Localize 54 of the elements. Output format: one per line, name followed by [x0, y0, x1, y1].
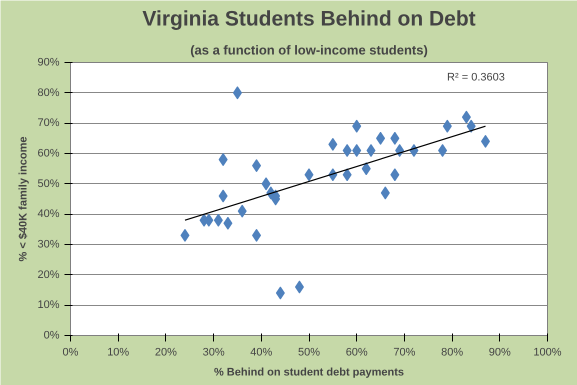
point: [328, 138, 338, 151]
y-tick-label: 80%: [37, 86, 60, 99]
point: [180, 228, 190, 242]
point: [376, 132, 386, 145]
y-tick-label: 20%: [37, 268, 60, 281]
point: [252, 159, 262, 172]
x-tick-label: 20%: [154, 346, 178, 358]
point: [276, 286, 285, 300]
x-tick-label: 60%: [346, 346, 368, 358]
point: [480, 134, 490, 148]
point: [466, 120, 476, 133]
point: [438, 144, 448, 157]
y-tick-label: 60%: [37, 148, 60, 160]
point: [462, 110, 471, 124]
point: [366, 144, 376, 157]
chart-subtitle: (as a function of low-income students): [190, 42, 428, 58]
x-tick-label: 30%: [202, 346, 225, 358]
point: [352, 120, 362, 133]
point: [342, 144, 352, 157]
point: [380, 186, 390, 200]
y-axis-title: % < $40K family income: [17, 136, 30, 262]
point: [442, 120, 452, 133]
y-tick-label: 30%: [37, 238, 60, 250]
y-tick-label: 10%: [37, 299, 60, 312]
point: [390, 168, 400, 182]
point: [252, 228, 262, 242]
point: [352, 144, 362, 157]
x-tick-label: 100%: [533, 346, 562, 358]
x-tick-label: 80%: [441, 346, 464, 358]
y-tick-label: 90%: [37, 56, 60, 68]
y-tick-label: 40%: [37, 208, 60, 220]
x-tick-label: 40%: [250, 346, 273, 358]
point: [218, 153, 228, 166]
point: [214, 214, 223, 227]
point: [362, 162, 371, 176]
chart-title: Virginia Students Behind on Debt: [142, 8, 476, 30]
point: [342, 168, 352, 182]
x-tick-label: 90%: [488, 346, 512, 358]
y-tick-label: 0%: [44, 330, 60, 342]
point: [232, 86, 242, 100]
y-tick-label: 70%: [37, 117, 60, 130]
x-tick-label: 0%: [62, 346, 79, 358]
point: [262, 177, 271, 190]
annotation: R² = 0.3603: [447, 72, 505, 84]
point: [294, 280, 304, 294]
y-tick-label: 50%: [37, 178, 60, 190]
point: [218, 189, 228, 202]
x-tick-label: 50%: [298, 346, 320, 358]
point: [223, 216, 232, 230]
x-tick-label: 10%: [107, 346, 130, 358]
point: [390, 132, 400, 145]
x-axis-title: % Behind on student debt payments: [214, 366, 404, 378]
x-tick-label: 70%: [393, 346, 416, 358]
point: [238, 204, 247, 218]
